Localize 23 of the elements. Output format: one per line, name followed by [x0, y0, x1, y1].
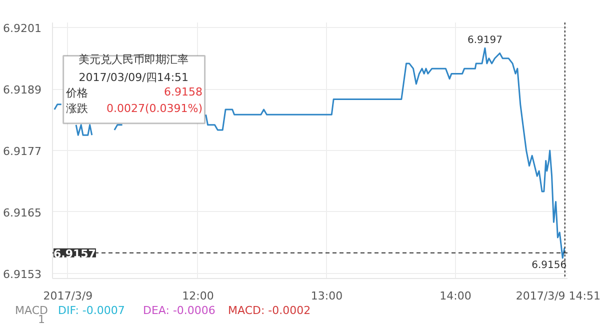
x-tick-label: 13:00 [310, 290, 343, 302]
y-tick-label: 6.9201 [3, 22, 42, 36]
text: DEA: -0.0006 [143, 304, 216, 317]
y-tick-label: 6.9153 [3, 268, 42, 281]
annotation: 涨跌 [66, 102, 88, 115]
annotation: 2017/03/09/四14:51 [78, 71, 189, 84]
text: DIF: -0.0007 [58, 304, 125, 317]
ref-line-label: 6.9157 [54, 247, 96, 260]
text: MACD: -0.0002 [228, 304, 311, 317]
annotation: 6.9158 [164, 86, 203, 98]
y-tick-label: 6.9189 [3, 84, 42, 97]
annotation: 6.9156 [532, 260, 567, 272]
x-tick-label: 12:00 [182, 290, 214, 302]
text: 1 [38, 313, 45, 326]
y-tick-label: 6.9165 [3, 206, 42, 220]
y-tick-label: 6.9177 [3, 145, 42, 158]
annotation: 美元兑人民币即期汇率 [78, 53, 189, 66]
annotation: 价格 [65, 86, 88, 100]
x-tick-label: 2017/3/9 14:51 [516, 290, 600, 302]
x-tick-label: 14:00 [440, 290, 472, 302]
annotation: 6.9197 [467, 35, 502, 46]
annotation: 0.0027(0.0391%) [106, 102, 202, 115]
x-tick-label: 2017/3/9 [43, 290, 93, 302]
